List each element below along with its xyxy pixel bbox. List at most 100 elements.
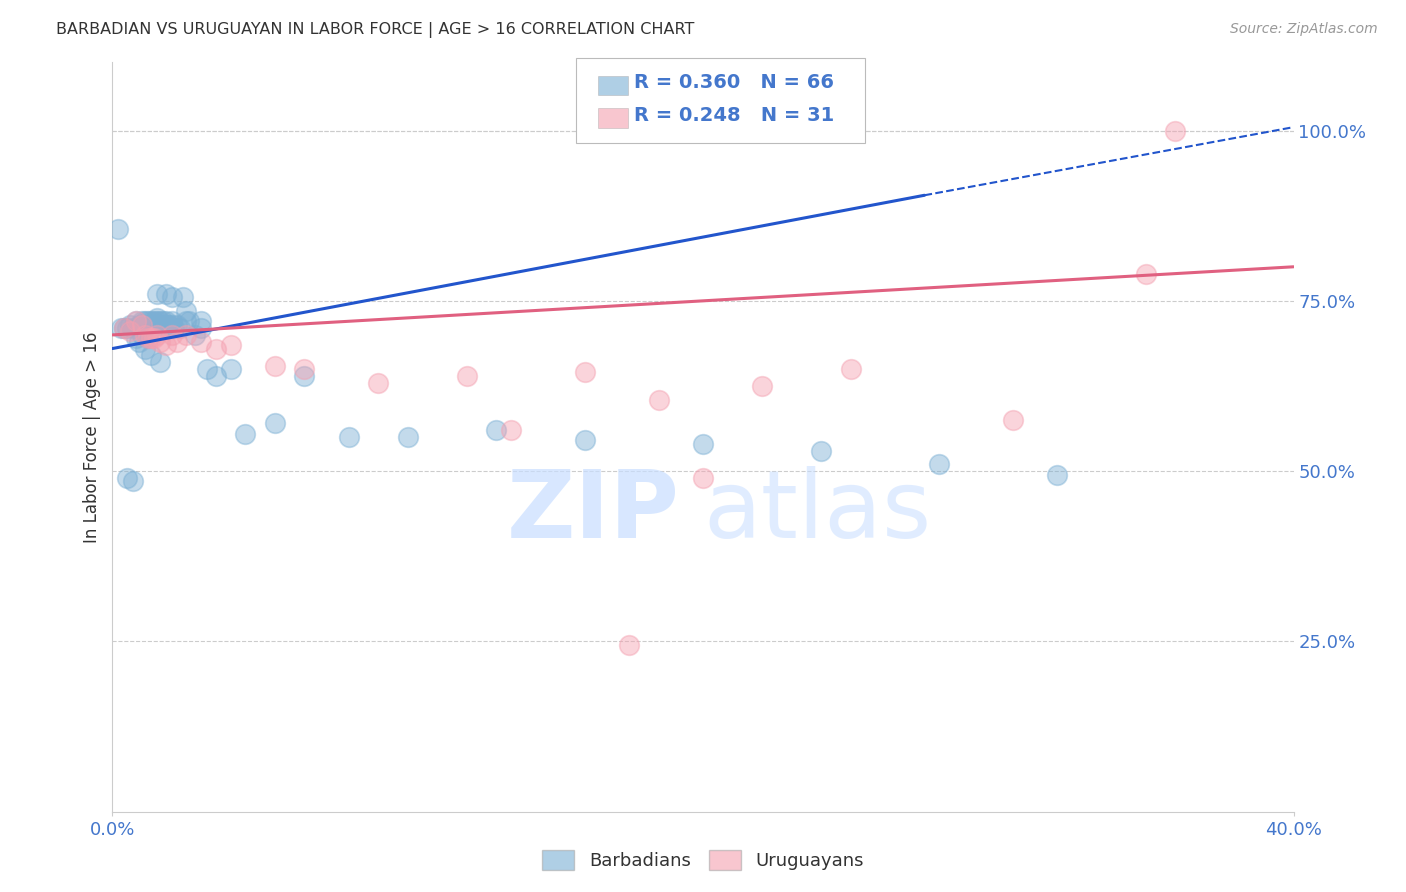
Barbadians <box>155 318 177 332</box>
Barbadians <box>131 314 153 328</box>
Barbadians <box>190 321 212 335</box>
Barbadians <box>136 318 159 332</box>
Uruguayans <box>190 334 212 349</box>
Uruguayans <box>692 471 714 485</box>
Uruguayans <box>647 392 671 407</box>
Barbadians <box>157 318 180 332</box>
Barbadians <box>128 318 150 332</box>
Barbadians <box>292 368 315 383</box>
Barbadians <box>174 304 197 318</box>
Barbadians <box>125 331 148 345</box>
Uruguayans <box>112 321 135 335</box>
Barbadians <box>928 458 950 472</box>
Uruguayans <box>146 327 169 342</box>
Barbadians <box>146 314 169 328</box>
Barbadians <box>146 287 169 301</box>
Barbadians <box>139 318 162 332</box>
Barbadians <box>264 417 287 431</box>
Barbadians <box>146 310 169 325</box>
Barbadians <box>160 318 183 332</box>
Barbadians <box>195 362 218 376</box>
Barbadians <box>233 426 256 441</box>
Barbadians <box>396 430 419 444</box>
Uruguayans <box>142 331 165 345</box>
Uruguayans <box>501 423 523 437</box>
Barbadians <box>1046 467 1069 482</box>
Y-axis label: In Labor Force | Age > 16: In Labor Force | Age > 16 <box>83 331 101 543</box>
Barbadians <box>122 475 145 489</box>
Barbadians <box>112 321 135 335</box>
Uruguayans <box>155 338 177 352</box>
Barbadians <box>692 437 714 451</box>
Uruguayans <box>264 359 287 373</box>
Barbadians <box>166 318 188 332</box>
Barbadians <box>205 368 228 383</box>
Barbadians <box>160 314 183 328</box>
Uruguayans <box>131 318 153 332</box>
Barbadians <box>169 321 191 335</box>
Uruguayans <box>125 314 148 328</box>
Barbadians <box>146 318 169 332</box>
Uruguayans <box>149 334 172 349</box>
Text: R = 0.360   N = 66: R = 0.360 N = 66 <box>634 73 834 93</box>
Barbadians <box>139 348 162 362</box>
Uruguayans <box>219 338 242 352</box>
Barbadians <box>160 290 183 304</box>
Barbadians <box>110 321 132 335</box>
Uruguayans <box>139 331 162 345</box>
Uruguayans <box>751 379 773 393</box>
Barbadians <box>149 355 172 369</box>
Barbadians <box>149 318 172 332</box>
Barbadians <box>131 327 153 342</box>
Text: atlas: atlas <box>703 466 931 558</box>
Barbadians <box>136 314 159 328</box>
Barbadians <box>134 314 156 328</box>
Uruguayans <box>160 327 183 342</box>
Barbadians <box>179 314 201 328</box>
Uruguayans <box>1164 123 1187 137</box>
Text: ZIP: ZIP <box>506 466 679 558</box>
Barbadians <box>219 362 242 376</box>
Barbadians <box>190 314 212 328</box>
Barbadians <box>172 290 194 304</box>
Barbadians <box>149 314 172 328</box>
Barbadians <box>131 321 153 335</box>
Uruguayans <box>1135 267 1157 281</box>
Uruguayans <box>839 362 862 376</box>
Barbadians <box>134 318 156 332</box>
Uruguayans <box>367 376 389 390</box>
Uruguayans <box>574 365 596 379</box>
Barbadians <box>122 321 145 335</box>
Uruguayans <box>120 325 142 339</box>
Uruguayans <box>134 327 156 342</box>
Barbadians <box>810 443 832 458</box>
Barbadians <box>574 434 596 448</box>
Uruguayans <box>619 638 641 652</box>
Barbadians <box>163 321 186 335</box>
Barbadians <box>125 314 148 328</box>
Barbadians <box>120 318 142 332</box>
Barbadians <box>152 318 174 332</box>
Barbadians <box>184 327 207 342</box>
Barbadians <box>174 314 197 328</box>
Barbadians <box>152 314 174 328</box>
Barbadians <box>155 314 177 328</box>
Uruguayans <box>205 342 228 356</box>
Barbadians <box>155 287 177 301</box>
Barbadians <box>337 430 360 444</box>
Legend: Barbadians, Uruguayans: Barbadians, Uruguayans <box>534 842 872 878</box>
Text: R = 0.248   N = 31: R = 0.248 N = 31 <box>634 105 834 125</box>
Barbadians <box>117 321 138 335</box>
Barbadians <box>134 342 156 356</box>
Uruguayans <box>174 327 197 342</box>
Text: Source: ZipAtlas.com: Source: ZipAtlas.com <box>1230 22 1378 37</box>
Uruguayans <box>166 334 188 349</box>
Barbadians <box>128 334 150 349</box>
Barbadians <box>117 471 138 485</box>
Barbadians <box>142 314 165 328</box>
Barbadians <box>485 423 508 437</box>
Barbadians <box>136 331 159 345</box>
Barbadians <box>139 314 162 328</box>
Uruguayans <box>292 362 315 376</box>
Uruguayans <box>1001 413 1024 427</box>
